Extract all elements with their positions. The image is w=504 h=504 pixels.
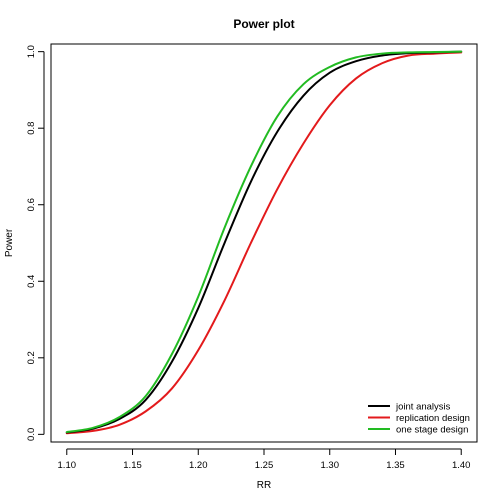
x-tick-label: 1.25 [255,460,274,471]
x-axis-label: RR [257,480,271,491]
y-axis: 0.0 0.2 0.4 0.6 0.8 1.0 [26,45,45,441]
x-axis: 1.10 1.15 1.20 1.25 1.30 1.35 1.40 [58,448,471,471]
y-tick-label: 0.4 [26,275,37,288]
y-axis-label: Power [4,228,15,257]
series-layer [65,50,463,435]
y-tick-label: 0.8 [26,122,37,135]
x-tick-label: 1.35 [386,460,405,471]
x-tick-label: 1.10 [58,460,77,471]
y-tick-label: 0.6 [26,198,37,211]
legend-label: joint analysis [395,402,451,413]
x-tick-label: 1.15 [123,460,142,471]
y-tick-label: 0.0 [26,428,37,441]
plot-area-frame [50,43,478,443]
series-line-joint-analysis [65,50,463,434]
legend-label: one stage design [396,425,468,436]
y-tick-label: 1.0 [26,45,37,58]
legend-label: replication design [396,413,470,424]
x-tick-label: 1.30 [320,460,339,471]
x-tick-label: 1.20 [189,460,208,471]
y-tick-label: 0.2 [26,351,37,364]
x-tick-label: 1.40 [452,460,471,471]
series-line-replication-design [65,51,463,435]
chart-title: Power plot [233,17,294,31]
series-line-one-stage-design [65,50,463,434]
